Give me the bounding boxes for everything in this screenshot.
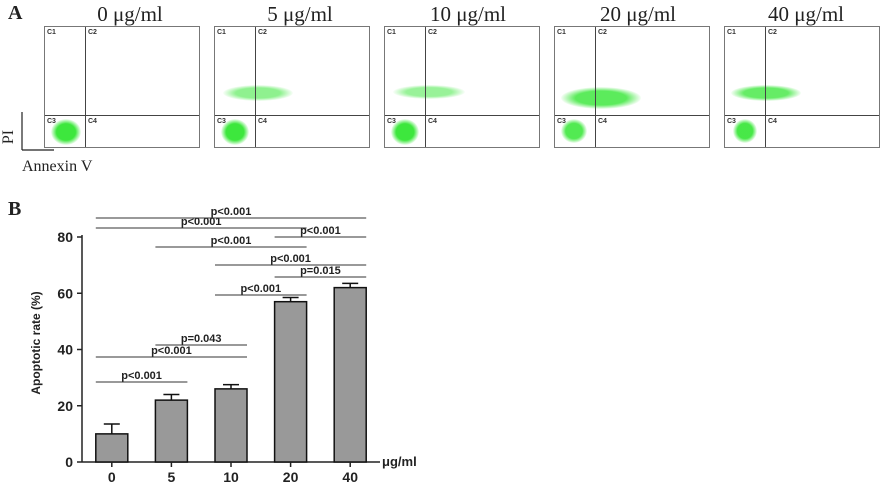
quadrant-label: C2 [768, 29, 777, 36]
quadrant-gate-vertical [255, 27, 256, 147]
y-tick-label: 0 [65, 454, 73, 470]
quadrant-label: C1 [387, 29, 396, 36]
quadrant-gate-horizontal [555, 115, 709, 116]
quadrant-label: C4 [768, 118, 777, 125]
p-value-label: p<0.001 [121, 370, 162, 382]
flow-plot-0: C1 C2 C3 C4 [44, 26, 200, 148]
quadrant-label: C4 [258, 118, 267, 125]
quadrant-label: C1 [557, 29, 566, 36]
p-value-label: p=0.015 [300, 265, 341, 277]
p-value-label: p<0.001 [181, 216, 222, 228]
flow-plot-4: C1 C2 C3 C4 [724, 26, 880, 148]
p-value-label: p<0.001 [151, 345, 192, 357]
quadrant-label: C3 [557, 118, 566, 125]
quadrant-label: C2 [598, 29, 607, 36]
quadrant-label: C3 [47, 118, 56, 125]
quadrant-label: C4 [88, 118, 97, 125]
bar-0 [95, 433, 129, 463]
y-tick-label: 20 [57, 398, 73, 414]
quadrant-label: C2 [258, 29, 267, 36]
panel-b-letter: B [8, 198, 22, 220]
flow-plot-title-0: 0 μg/ml [97, 2, 163, 26]
flow-plot-1: C1 C2 C3 C4 [214, 26, 370, 148]
apoptotic-rate-bar-chart: Apoptotic rate (%) μg/ml 0 20 40 60 80 0 5 10 20… [29, 206, 417, 485]
quadrant-label: C1 [47, 29, 56, 36]
p-value-label: p=0.043 [181, 333, 222, 345]
flow-plot-title-40: 40 μg/ml [767, 2, 844, 26]
cell-population [733, 119, 757, 143]
flow-plot-2: C1 C2 C3 C4 [384, 26, 540, 148]
quadrant-gate-vertical [85, 27, 86, 147]
y-axis-label: Apoptotic rate (%) [29, 291, 43, 394]
quadrant-label: C2 [428, 29, 437, 36]
x-tick-label: 10 [223, 469, 239, 485]
quadrant-gate-horizontal [725, 115, 879, 116]
p-value-label: p<0.001 [211, 206, 252, 218]
annexin-axis-label: Annexin V [22, 158, 93, 175]
bar-5 [154, 399, 189, 463]
quadrant-gate-horizontal [45, 115, 199, 116]
bar-20 [273, 300, 308, 463]
cell-population [51, 119, 81, 145]
p-value-label: p<0.001 [211, 235, 252, 247]
y-tick-label: 60 [57, 285, 73, 301]
bar-40 [333, 286, 367, 463]
x-tick-label: 0 [108, 469, 116, 485]
flow-plot-title-20: 20 μg/ml [599, 2, 676, 26]
axis-arrows [21, 112, 54, 151]
x-tick-label: 20 [283, 469, 299, 485]
flow-plot-3: C1 C2 C3 C4 [554, 26, 710, 148]
quadrant-gate-vertical [765, 27, 766, 147]
cell-population [561, 119, 587, 143]
flow-plot-title-10: 10 μg/ml [429, 2, 506, 26]
quadrant-gate-vertical [595, 27, 596, 147]
cell-population [391, 119, 419, 145]
cell-population [221, 119, 249, 145]
flow-plot-title-5: 5 μg/ml [267, 2, 333, 26]
y-tick-label: 40 [57, 342, 73, 358]
quadrant-label: C4 [428, 118, 437, 125]
quadrant-label: C1 [727, 29, 736, 36]
p-value-label: p<0.001 [240, 283, 281, 295]
cell-population [393, 85, 465, 99]
quadrant-label: C2 [88, 29, 97, 36]
y-tick-label: 80 [57, 229, 73, 245]
x-tick-label: 5 [168, 469, 176, 485]
cell-population [731, 85, 801, 101]
quadrant-label: C3 [727, 118, 736, 125]
x-tick-label: 40 [342, 469, 358, 485]
quadrant-gate-horizontal [215, 115, 369, 116]
panel-a-letter: A [8, 2, 23, 24]
quadrant-gate-vertical [425, 27, 426, 147]
quadrant-label: C1 [217, 29, 226, 36]
p-value-label: p<0.001 [270, 253, 311, 265]
quadrant-label: C3 [217, 118, 226, 125]
bar-10 [214, 388, 248, 463]
quadrant-label: C4 [598, 118, 607, 125]
x-axis-label: μg/ml [382, 454, 417, 469]
p-value-label: p<0.001 [300, 225, 341, 237]
cell-population [561, 87, 641, 109]
quadrant-gate-horizontal [385, 115, 539, 116]
cell-population [223, 85, 293, 101]
quadrant-label: C3 [387, 118, 396, 125]
